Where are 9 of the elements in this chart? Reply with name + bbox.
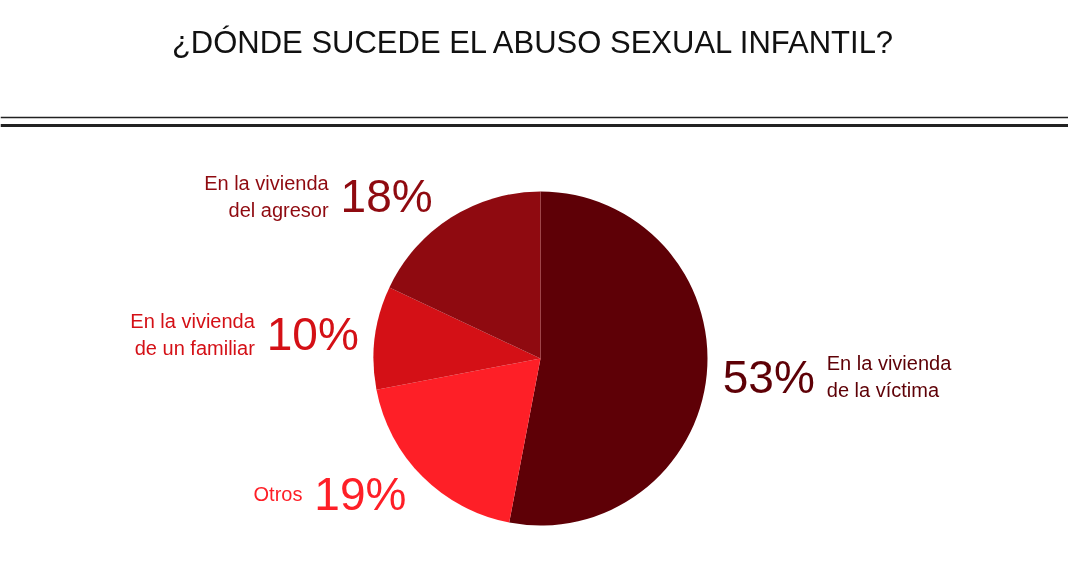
data-label: 19% bbox=[314, 468, 407, 521]
chart-title: ¿DÓNDE SUCEDE EL ABUSO SEXUAL INFANTIL? bbox=[171, 25, 894, 60]
slice-label: En la vivienda de un familiar bbox=[130, 310, 256, 359]
slice-label: En la vivienda del agresor bbox=[204, 172, 330, 221]
data-label: 10% bbox=[266, 308, 359, 361]
data-label: 18% bbox=[340, 170, 433, 223]
data-label: 53% bbox=[722, 350, 815, 403]
slice-label: Otros bbox=[253, 483, 303, 506]
slice-label: En la vivienda de la víctima bbox=[826, 352, 953, 401]
